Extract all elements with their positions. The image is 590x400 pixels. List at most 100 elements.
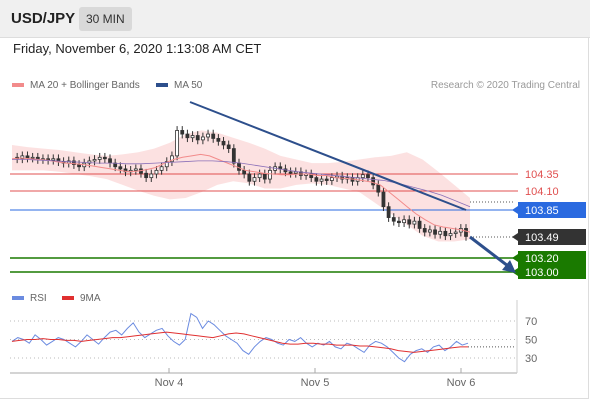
level-label-103.00: 103.00 [525,267,559,279]
candle [397,220,401,224]
candle [123,168,128,173]
candle [329,177,334,181]
top-bar: USD/JPY 30 MIN [0,0,590,38]
timeframe-button[interactable]: 30 MIN [79,7,132,31]
candle [319,178,324,182]
candle [190,135,195,139]
candle [257,173,262,179]
legend-rsi-swatch [12,296,24,301]
candle [402,219,406,224]
legend-9ma-label: 9MA [80,293,101,304]
forecast-arrowhead [502,260,516,273]
level-label-103.49: 103.49 [525,232,559,244]
candle [453,231,458,234]
candle [386,206,391,218]
symbol-title: USD/JPY [11,10,76,27]
level-tag-pointer [512,233,518,241]
legend-rsi: RSI [12,293,47,304]
candle [133,168,138,171]
candle [159,166,164,171]
candle [412,220,417,225]
candle [231,148,236,164]
candle [180,130,185,135]
candle [366,174,370,179]
candle [262,173,267,180]
level-label-103.85: 103.85 [525,205,559,217]
legend-ma-bb-label: MA 20 + Bollinger Bands [30,80,140,91]
candle [102,156,107,160]
candle [118,166,123,170]
level-tag-103.20 [518,251,586,265]
candle [216,138,221,142]
candle [175,130,179,157]
candle [200,136,205,141]
level-tag-103.00 [518,265,586,279]
candle [164,161,169,168]
candle [448,233,453,237]
candle [97,156,102,160]
level-tag-103.85 [518,202,586,218]
candle [381,191,386,208]
candle [25,155,30,159]
candle [51,158,56,161]
candle [464,228,468,237]
candle [30,156,35,159]
candle [293,171,298,174]
legend-ma50-label: MA 50 [174,80,203,91]
legend-9ma-swatch [62,296,74,301]
candle [77,164,81,168]
candle [72,160,76,165]
candle [443,230,448,237]
candle [144,172,149,179]
forecast-arrow [469,235,509,268]
candle [391,217,396,222]
ma20-line [11,153,471,233]
candle [360,174,365,179]
level-label-104.35: 104.35 [525,169,559,181]
candle [92,159,97,162]
candle [242,169,247,175]
level-label-103.20: 103.20 [525,253,559,265]
candle [376,184,381,193]
candle [268,169,272,180]
candle [20,155,25,160]
legend-ma50-swatch [156,83,168,88]
x-tick-label: Nov 6 [447,377,476,389]
candle [422,228,427,233]
x-tick-label: Nov 4 [155,377,184,389]
candle [417,220,422,229]
candle [87,160,92,164]
candle [288,171,293,174]
candle [206,133,210,138]
legend-ma-bb: MA 20 + Bollinger Bands [12,80,140,91]
legend-ma50: MA 50 [156,80,202,91]
candle [108,158,112,164]
candle [154,169,159,175]
candle [314,177,319,182]
rsi-tick-label: 50 [525,335,537,347]
candle [170,155,174,163]
chart-frame [0,37,589,399]
rsi-tick-label: 70 [525,316,537,328]
legend-ma-bb-swatch [12,83,24,88]
trendline [189,101,467,211]
candle [221,140,226,146]
level-tag-103.49 [518,229,586,245]
rsi-tick-label: 30 [525,353,537,365]
rsi-ma9-line [11,331,468,353]
level-tag-pointer [512,206,518,214]
candle [407,219,412,225]
legend-rsi-label: RSI [30,293,47,304]
level-tag-pointer [512,254,518,262]
bollinger-band [12,130,470,242]
copyright: Research © 2020 Trading Central [430,80,580,91]
candle [324,178,329,181]
candle [195,135,200,141]
candle [433,229,437,235]
level-label-104.10: 104.10 [525,186,559,198]
candle [237,162,241,171]
candle [211,133,216,139]
candle [226,144,231,149]
candle [371,177,376,186]
